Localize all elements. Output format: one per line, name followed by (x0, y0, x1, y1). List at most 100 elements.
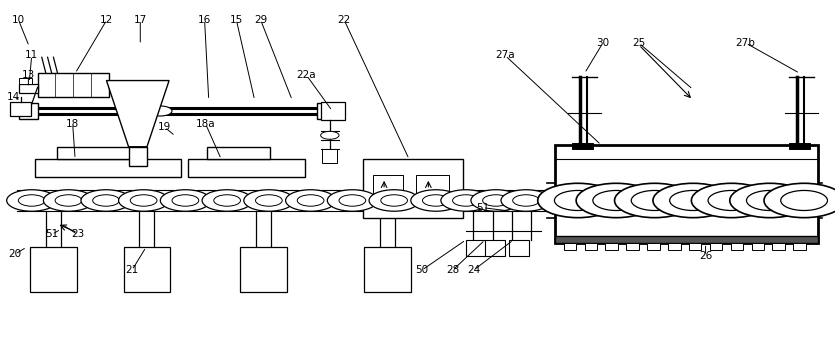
Text: 19: 19 (158, 122, 171, 132)
Text: 17: 17 (134, 15, 147, 25)
Bar (364, 247, 411, 292)
Bar (752, 243, 764, 250)
Circle shape (297, 195, 324, 206)
Circle shape (130, 195, 157, 206)
Bar (19, 103, 38, 119)
Bar (129, 147, 147, 166)
Circle shape (149, 106, 172, 116)
Bar (57, 147, 140, 159)
Circle shape (453, 195, 479, 206)
Text: 22: 22 (337, 15, 351, 25)
Bar (10, 102, 31, 116)
Bar (584, 243, 597, 250)
Circle shape (321, 131, 339, 139)
Text: 25: 25 (632, 38, 645, 48)
Text: 50: 50 (415, 265, 428, 275)
Bar (240, 247, 287, 292)
Circle shape (256, 195, 282, 206)
Circle shape (653, 183, 733, 218)
Bar (416, 175, 449, 193)
Text: 18: 18 (66, 118, 79, 129)
Text: 24: 24 (467, 265, 480, 275)
Bar (19, 84, 38, 93)
Text: 30: 30 (596, 38, 610, 48)
Bar (555, 145, 818, 243)
Circle shape (327, 190, 377, 211)
Circle shape (781, 190, 827, 211)
Text: 12: 12 (100, 15, 114, 25)
Bar (572, 143, 593, 149)
Circle shape (554, 190, 601, 211)
Bar (188, 159, 305, 177)
Circle shape (172, 195, 199, 206)
Circle shape (670, 190, 716, 211)
Circle shape (55, 195, 82, 206)
Text: 16: 16 (198, 15, 211, 25)
Bar (30, 247, 77, 292)
Bar (124, 247, 170, 292)
Circle shape (18, 195, 45, 206)
Circle shape (593, 190, 640, 211)
Circle shape (423, 195, 449, 206)
Circle shape (381, 195, 407, 206)
Circle shape (441, 190, 491, 211)
Bar (772, 243, 785, 250)
Circle shape (119, 190, 169, 211)
Circle shape (483, 195, 509, 206)
Circle shape (764, 183, 835, 218)
Text: 26: 26 (699, 251, 712, 261)
Text: 28: 28 (446, 265, 459, 275)
Bar (509, 240, 529, 256)
Bar (373, 175, 403, 193)
Bar (605, 243, 618, 250)
Text: 27a: 27a (495, 50, 515, 61)
Bar (689, 243, 701, 250)
Circle shape (81, 190, 131, 211)
Circle shape (93, 195, 119, 206)
Circle shape (202, 190, 252, 211)
Circle shape (7, 190, 57, 211)
Bar (626, 243, 639, 250)
Text: 13: 13 (22, 70, 35, 80)
Circle shape (411, 190, 461, 211)
Bar (710, 243, 722, 250)
Text: 10: 10 (12, 15, 25, 25)
Circle shape (369, 190, 419, 211)
Circle shape (501, 190, 551, 211)
Text: 18a: 18a (195, 118, 215, 129)
Bar (363, 159, 463, 218)
Bar (731, 243, 743, 250)
Text: 15: 15 (230, 15, 243, 25)
Bar (321, 102, 345, 120)
Text: 23: 23 (71, 229, 84, 240)
Bar (668, 243, 681, 250)
Circle shape (471, 190, 521, 211)
Bar (647, 243, 660, 250)
Bar (555, 236, 818, 243)
Circle shape (513, 195, 539, 206)
Bar (789, 143, 810, 149)
Circle shape (538, 183, 618, 218)
Bar (38, 73, 109, 97)
Text: 20: 20 (8, 249, 22, 259)
Circle shape (631, 190, 678, 211)
Bar (19, 78, 32, 84)
Circle shape (691, 183, 772, 218)
Bar (466, 240, 486, 256)
Bar (793, 243, 806, 250)
Circle shape (615, 183, 695, 218)
Text: 21: 21 (125, 265, 139, 275)
Circle shape (708, 190, 755, 211)
Circle shape (244, 190, 294, 211)
Circle shape (746, 190, 793, 211)
Bar (564, 243, 576, 250)
Circle shape (286, 190, 336, 211)
Bar (35, 159, 181, 177)
Text: 22a: 22a (296, 70, 316, 80)
Bar (317, 103, 338, 119)
Text: 11: 11 (25, 50, 38, 61)
Text: 29: 29 (254, 15, 267, 25)
Circle shape (160, 190, 210, 211)
Circle shape (730, 183, 810, 218)
Circle shape (576, 183, 656, 218)
